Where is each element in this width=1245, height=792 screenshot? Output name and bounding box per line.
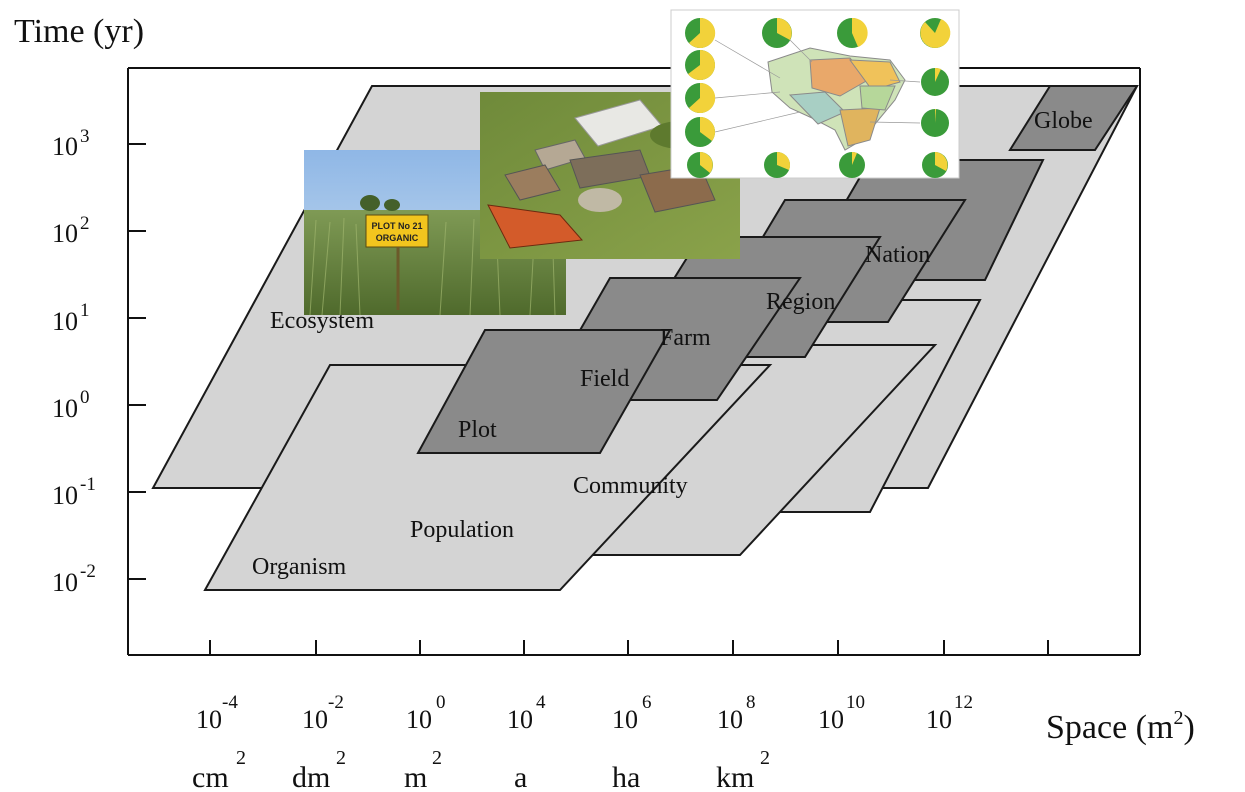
y-tick-exp: -2 bbox=[80, 561, 96, 582]
unit-label: dm bbox=[292, 761, 330, 792]
x-tick-base: 10 bbox=[612, 705, 638, 734]
x-tick-exp: 6 bbox=[642, 692, 652, 713]
x-tick-exp: 4 bbox=[536, 692, 546, 713]
label-community: Community bbox=[573, 473, 688, 499]
pie-charts bbox=[685, 17, 951, 178]
y-tick-base: 10 bbox=[52, 568, 78, 597]
x-tick-base: 10 bbox=[818, 705, 844, 734]
unit-label: ha bbox=[612, 761, 640, 792]
x-tick-base: 10 bbox=[196, 705, 222, 734]
unit-exp: 2 bbox=[336, 747, 346, 769]
y-tick-exp: 2 bbox=[80, 213, 90, 234]
x-tick-base: 10 bbox=[717, 705, 743, 734]
unit-exp: 2 bbox=[432, 747, 442, 769]
plane-globe bbox=[1008, 85, 1139, 151]
y-ticks bbox=[128, 143, 146, 580]
unit-label: cm bbox=[192, 761, 229, 792]
x-tick-base: 10 bbox=[406, 705, 432, 734]
x-tick-base: 10 bbox=[507, 705, 533, 734]
label-farm: Farm bbox=[660, 325, 711, 351]
label-nation: Nation bbox=[865, 242, 930, 268]
label-population: Population bbox=[410, 517, 514, 543]
x-tick-exp: 12 bbox=[954, 692, 973, 713]
x-tick-labels: 10 -4 10 -2 10 0 10 4 10 6 10 8 10 10 10… bbox=[196, 692, 973, 734]
y-tick-exp: 0 bbox=[80, 387, 90, 408]
y-tick-labels: 10 3 10 2 10 1 10 0 10 -1 10 -2 bbox=[52, 126, 96, 597]
label-field: Field bbox=[580, 366, 629, 392]
x-tick-exp: -2 bbox=[328, 692, 344, 713]
x-tick-exp: 0 bbox=[436, 692, 446, 713]
y-axis-title: Time (yr) bbox=[14, 13, 144, 50]
y-tick-base: 10 bbox=[52, 219, 78, 248]
label-organism: Organism bbox=[252, 554, 347, 580]
x-tick-exp: 8 bbox=[746, 692, 756, 713]
plane-plot bbox=[416, 329, 672, 454]
y-tick-base: 10 bbox=[52, 394, 78, 423]
x-axis-title: Space (m2) bbox=[1046, 707, 1195, 746]
x-tick-exp: -4 bbox=[222, 692, 238, 713]
unit-labels: cm 2 dm 2 m 2 a ha km 2 bbox=[192, 747, 770, 792]
label-plot: Plot bbox=[458, 417, 497, 443]
regional-map-thumbnail bbox=[670, 9, 960, 179]
x-tick-exp: 10 bbox=[846, 692, 865, 713]
x-tick-base: 10 bbox=[926, 705, 952, 734]
y-tick-base: 10 bbox=[52, 307, 78, 336]
unit-label: km bbox=[716, 761, 754, 792]
y-tick-exp: 3 bbox=[80, 126, 90, 147]
unit-label: a bbox=[514, 761, 527, 792]
label-globe: Globe bbox=[1034, 108, 1093, 134]
y-tick-exp: 1 bbox=[80, 300, 90, 321]
plot-sign-line1: PLOT No 21 bbox=[371, 221, 422, 231]
plot-sign-line2: ORGANIC bbox=[376, 233, 419, 243]
x-tick-base: 10 bbox=[302, 705, 328, 734]
unit-exp: 2 bbox=[760, 747, 770, 769]
y-tick-base: 10 bbox=[52, 132, 78, 161]
plot-photo: PLOT No 21 ORGANIC bbox=[304, 150, 566, 316]
unit-label: m bbox=[404, 761, 427, 792]
y-tick-exp: -1 bbox=[80, 474, 96, 495]
label-region: Region bbox=[766, 289, 835, 315]
y-tick-base: 10 bbox=[52, 481, 78, 510]
unit-exp: 2 bbox=[236, 747, 246, 769]
x-ticks bbox=[209, 640, 1049, 655]
